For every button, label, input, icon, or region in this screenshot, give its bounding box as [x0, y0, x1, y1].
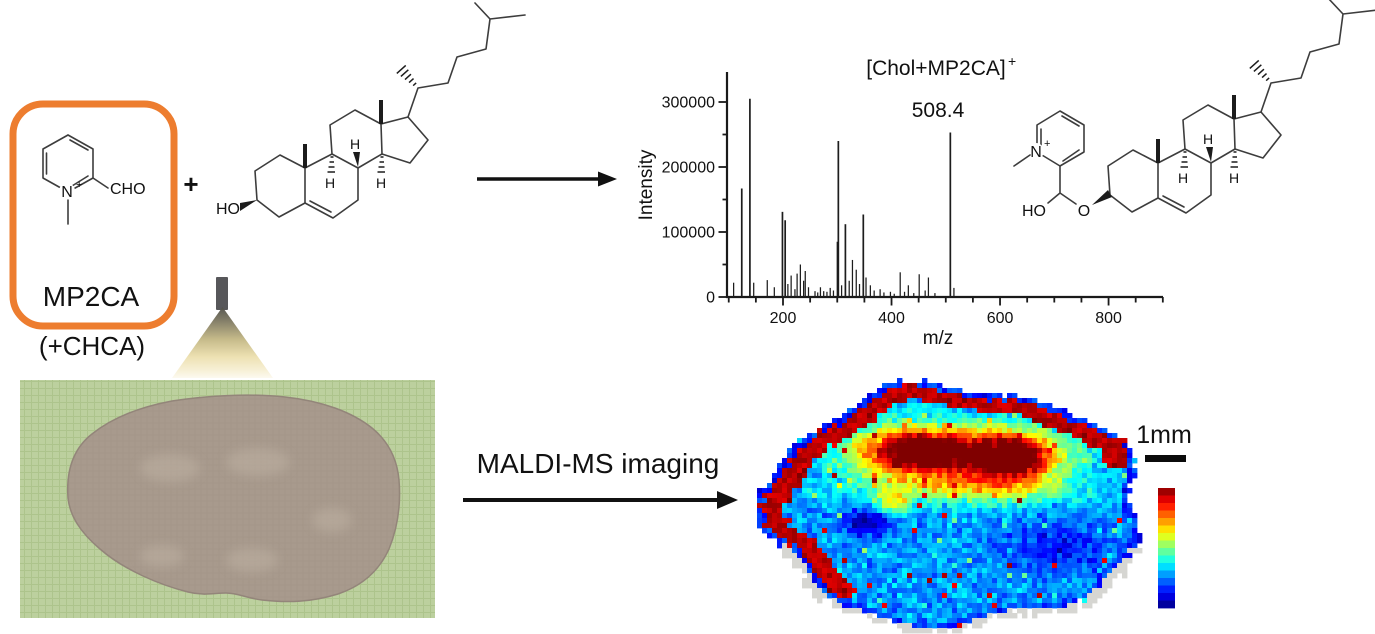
matrix-note: (+CHCA)	[39, 331, 145, 361]
n-charge-label: +	[76, 179, 82, 191]
peak-annotation: 508.4	[912, 99, 965, 122]
plus-sign: +	[183, 169, 198, 199]
ether-oxygen-label: O	[1078, 203, 1090, 220]
svg-text:0: 0	[706, 290, 715, 307]
hydroxyl-label: HO	[216, 201, 240, 218]
cholesterol-structure: H H H	[216, 2, 526, 219]
x-axis-title: m/z	[923, 328, 954, 349]
spectrum-ticks: 200 400 600 800 0 100000 200000 300000	[662, 95, 1164, 327]
n-atom-label: N	[61, 184, 73, 201]
spectrum-peaks	[732, 98, 955, 297]
h-stereo-label: H	[325, 175, 335, 191]
reagent-name: MP2CA	[43, 281, 140, 312]
svg-text:200: 200	[770, 310, 797, 327]
mass-spectrum: 200 400 600 800 0 100000 200000 300000 m/z Inte…	[636, 53, 1164, 349]
spray-nozzle-icon	[216, 277, 228, 310]
h-stereo-label: H	[350, 136, 360, 152]
svg-text:200000: 200000	[662, 160, 715, 177]
h-stereo-label: H	[376, 175, 386, 191]
spectrum-title-sup: +	[1008, 53, 1016, 69]
tissue-optical-image	[20, 380, 435, 618]
reagent-box	[9, 100, 178, 330]
n-charge-label: +	[1044, 138, 1050, 150]
spectrum-title: [Chol+MP2CA]	[866, 57, 1005, 80]
ms-image-heatmap	[757, 378, 1143, 634]
svg-text:300000: 300000	[662, 95, 715, 112]
hash-wedge	[396, 64, 417, 87]
hydroxyl-label: HO	[1022, 203, 1046, 220]
scale-bar-label: 1mm	[1136, 421, 1192, 449]
maldi-arrow	[463, 491, 738, 509]
product-structure: N + HO O	[1013, 0, 1375, 220]
svg-text:600: 600	[987, 310, 1014, 327]
reaction-arrow	[477, 171, 617, 187]
maldi-arrow-label: MALDI-MS imaging	[477, 448, 720, 479]
tissue-pale-spots	[140, 448, 352, 572]
mp2ca-structure: N + CHO	[42, 134, 146, 225]
spray-cone-icon	[172, 307, 273, 378]
scale-bar	[1145, 455, 1186, 462]
svg-text:400: 400	[878, 310, 905, 327]
hash-wedge	[327, 156, 335, 173]
y-axis-title: Intensity	[636, 149, 657, 220]
intensity-colorbar	[1158, 488, 1175, 609]
hash-wedge	[377, 156, 385, 173]
n-atom-label: N	[1030, 144, 1042, 161]
sprayer	[172, 277, 273, 378]
cho-group-label: CHO	[110, 181, 146, 198]
svg-text:800: 800	[1095, 310, 1122, 327]
svg-text:100000: 100000	[662, 225, 715, 242]
